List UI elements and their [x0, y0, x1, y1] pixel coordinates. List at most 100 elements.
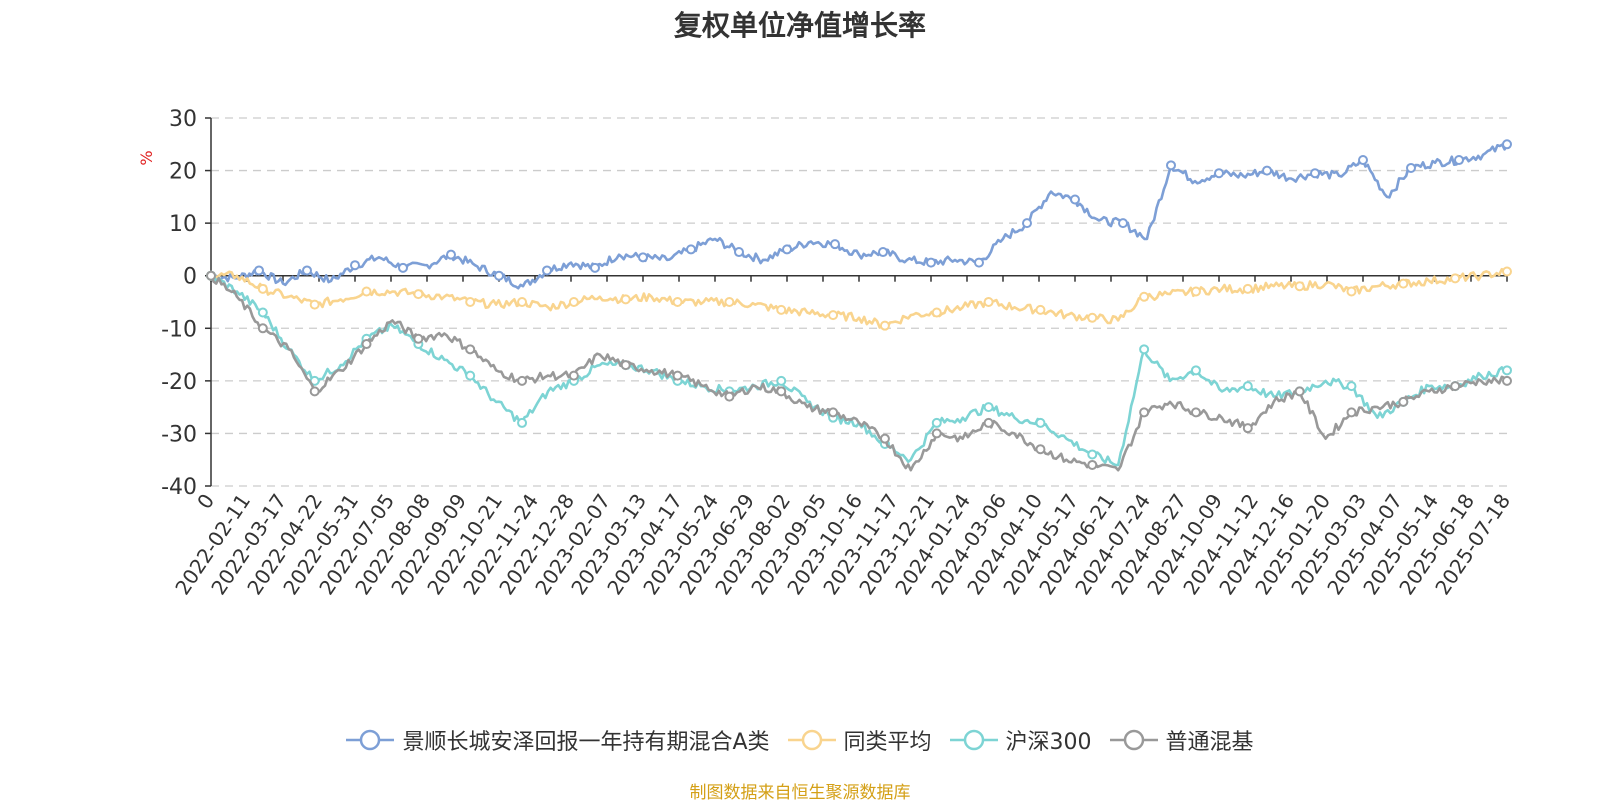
data-point	[1190, 286, 1201, 297]
data-point	[302, 265, 312, 276]
data-point	[254, 265, 264, 276]
data-point	[517, 375, 528, 386]
series-line-1	[210, 267, 1508, 329]
data-point	[1294, 386, 1305, 397]
data-point	[1346, 407, 1357, 418]
series-line-2	[210, 274, 1508, 467]
data-point	[1139, 407, 1150, 418]
data-point	[257, 323, 268, 334]
data-point	[465, 344, 476, 355]
data-point	[974, 257, 984, 268]
data-point	[686, 244, 696, 255]
data-point	[1118, 218, 1128, 229]
data-point	[1087, 449, 1098, 460]
data-point	[398, 262, 408, 273]
data-point	[879, 433, 890, 444]
data-point	[309, 299, 320, 310]
data-point	[620, 294, 631, 305]
data-point	[517, 417, 528, 428]
data-point	[878, 247, 888, 258]
data-point	[776, 375, 787, 386]
data-point	[1242, 381, 1253, 392]
chart-title: 复权单位净值增长率	[673, 9, 926, 42]
data-point	[1502, 365, 1512, 376]
data-point	[494, 270, 504, 281]
legend-swatch-icon	[346, 729, 395, 751]
data-point	[1450, 273, 1461, 284]
data-point	[1035, 444, 1046, 455]
y-tick-label: 30	[169, 107, 197, 132]
data-point	[257, 307, 268, 318]
data-point	[672, 297, 683, 307]
data-point	[1502, 139, 1512, 150]
data-point	[568, 297, 579, 307]
data-point	[1502, 266, 1512, 277]
y-axis-unit-label: %	[137, 150, 156, 165]
legend-item-1[interactable]: 同类平均	[787, 724, 932, 756]
data-point	[361, 339, 372, 350]
data-point	[1242, 423, 1253, 434]
y-tick-label: 0	[183, 265, 197, 290]
data-point	[724, 297, 735, 307]
data-point	[828, 407, 839, 418]
y-tick-label: -40	[161, 475, 197, 500]
data-point	[309, 386, 320, 397]
data-point	[350, 260, 360, 271]
data-point	[1166, 160, 1176, 171]
y-tick-label: -10	[161, 317, 197, 342]
data-point	[1190, 407, 1201, 418]
data-point	[1398, 396, 1409, 407]
data-point	[1022, 218, 1032, 229]
data-point	[1070, 194, 1080, 205]
legend-label: 普通混基	[1165, 730, 1254, 755]
data-point	[1139, 291, 1150, 302]
data-point	[1358, 155, 1368, 166]
series-line-3	[209, 275, 1508, 472]
data-point	[931, 307, 942, 318]
data-point	[1087, 312, 1098, 323]
data-point	[542, 265, 552, 276]
data-point	[1214, 168, 1224, 179]
data-point	[413, 333, 424, 344]
legend-swatch-icon	[1109, 729, 1158, 751]
data-point	[734, 247, 744, 258]
data-point	[776, 304, 787, 315]
data-point	[206, 270, 216, 281]
data-point	[931, 428, 942, 439]
data-point	[830, 239, 840, 250]
legend-item-0[interactable]: 景顺长城安泽回报一年持有期混合A类	[346, 724, 770, 756]
y-tick-label: 10	[169, 212, 197, 237]
legend: 景顺长城安泽回报一年持有期混合A类 同类平均 沪深300 普通混基	[0, 724, 1600, 756]
data-point	[465, 297, 476, 307]
data-point	[931, 417, 942, 428]
data-point	[983, 417, 994, 428]
data-point	[983, 402, 994, 413]
data-point	[1262, 165, 1272, 176]
data-point	[983, 297, 994, 307]
data-point	[257, 283, 268, 294]
legend-swatch-icon	[787, 729, 836, 751]
data-point	[1346, 381, 1357, 392]
data-point	[590, 262, 600, 273]
data-point	[1502, 375, 1512, 386]
data-point	[1294, 281, 1305, 292]
source-note: 制图数据来自恒生聚源数据库	[689, 783, 911, 803]
series-layer	[206, 139, 1512, 472]
data-point	[638, 252, 648, 263]
data-point	[926, 257, 936, 268]
legend-label: 景顺长城安泽回报一年持有期混合A类	[402, 730, 770, 755]
data-point	[1190, 365, 1201, 376]
legend-item-2[interactable]: 沪深300	[949, 724, 1092, 756]
data-point	[1087, 459, 1098, 470]
data-point	[672, 370, 683, 381]
legend-label: 同类平均	[843, 730, 932, 755]
series-line-0	[210, 143, 1509, 290]
data-point	[568, 370, 579, 381]
data-point	[1450, 381, 1461, 392]
data-point	[1454, 155, 1464, 166]
legend-item-3[interactable]: 普通混基	[1109, 724, 1254, 756]
data-point	[620, 360, 631, 371]
data-point	[828, 310, 839, 321]
data-point	[879, 320, 890, 331]
